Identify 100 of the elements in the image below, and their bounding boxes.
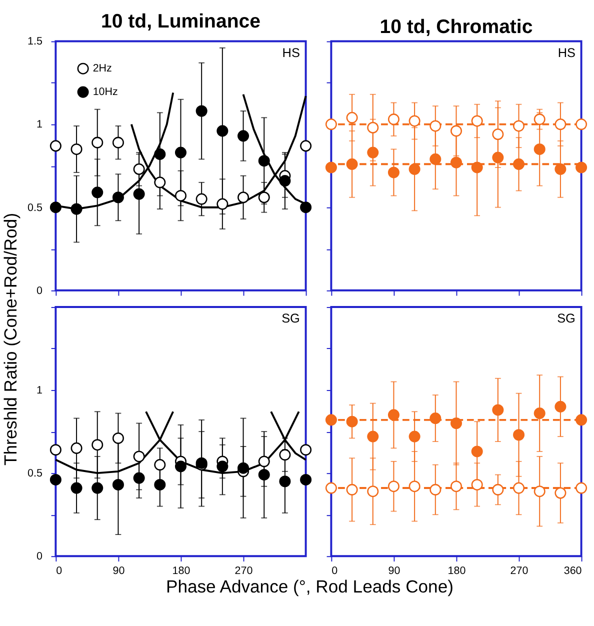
point xyxy=(367,486,379,498)
point xyxy=(576,162,588,174)
point xyxy=(216,460,228,472)
x-axis-title: Phase Advance (°, Rod Leads Cone) xyxy=(166,576,454,596)
point xyxy=(554,400,566,412)
point xyxy=(576,118,588,130)
chart-title: 10 td, Chromatic xyxy=(380,16,533,38)
point xyxy=(196,193,208,205)
point xyxy=(238,462,250,474)
point xyxy=(346,112,358,124)
point xyxy=(300,474,312,486)
point xyxy=(92,439,104,451)
point xyxy=(471,446,483,458)
point xyxy=(450,418,462,429)
point xyxy=(367,430,379,442)
point xyxy=(92,482,104,494)
point xyxy=(513,482,525,494)
point xyxy=(133,163,145,175)
annotation: HS xyxy=(282,46,300,60)
x-tick-label: 180 xyxy=(172,565,190,578)
point xyxy=(216,125,228,137)
x-tick-label: 90 xyxy=(112,565,125,578)
point xyxy=(216,198,228,210)
y-tick-label: 0.5 xyxy=(28,202,43,214)
point xyxy=(492,404,504,416)
point xyxy=(174,460,186,472)
legend-label: 2Hz xyxy=(92,62,112,75)
point xyxy=(471,162,483,174)
x-tick-label: 0 xyxy=(56,565,62,578)
point xyxy=(325,162,337,174)
point xyxy=(196,105,208,117)
point xyxy=(534,408,546,420)
point xyxy=(50,202,62,214)
point xyxy=(238,192,250,204)
point xyxy=(388,480,400,492)
point xyxy=(450,156,462,168)
annotation: SG xyxy=(282,312,300,326)
annotation: SG xyxy=(557,312,576,326)
y-tick-label: 0 xyxy=(36,550,43,563)
chart-title: 10 td, Luminance xyxy=(101,10,261,33)
point xyxy=(450,480,462,492)
x-tick-label: 270 xyxy=(510,565,528,578)
point xyxy=(576,414,588,426)
point xyxy=(112,478,124,490)
point xyxy=(471,115,483,127)
point xyxy=(279,175,291,187)
point xyxy=(408,430,420,442)
point xyxy=(430,120,442,132)
point xyxy=(325,118,337,130)
point xyxy=(258,155,270,167)
point xyxy=(70,143,82,155)
point xyxy=(112,136,124,148)
point xyxy=(258,456,270,468)
point xyxy=(92,186,104,198)
point xyxy=(492,152,504,164)
point xyxy=(154,478,166,490)
point xyxy=(450,125,462,137)
point xyxy=(430,153,442,165)
point xyxy=(513,158,525,170)
y-axis-title: Threshld Ratio (Cone+Rod/Rod) xyxy=(0,212,21,466)
x-tick-label: 180 xyxy=(448,565,466,578)
point xyxy=(576,482,588,494)
point xyxy=(174,146,186,158)
point xyxy=(325,482,337,494)
point xyxy=(279,449,291,461)
point xyxy=(388,114,400,126)
point xyxy=(367,146,379,158)
annotation: HS xyxy=(558,46,576,60)
point xyxy=(154,148,166,160)
point xyxy=(70,482,82,494)
point xyxy=(534,143,546,155)
point xyxy=(133,472,145,484)
point xyxy=(367,122,379,134)
point xyxy=(346,158,358,170)
point xyxy=(346,416,358,428)
point xyxy=(430,484,442,496)
point xyxy=(279,476,291,488)
point xyxy=(388,166,400,178)
point xyxy=(430,412,442,424)
point xyxy=(50,474,62,486)
point xyxy=(408,115,420,127)
point xyxy=(174,190,186,202)
point xyxy=(133,188,145,200)
y-tick-label: 1.5 xyxy=(28,36,43,48)
x-tick-label: 0 xyxy=(332,565,338,578)
point xyxy=(513,120,525,132)
y-tick-label: 1 xyxy=(36,384,43,396)
point xyxy=(325,414,337,426)
point xyxy=(238,130,250,142)
legend-label: 10Hz xyxy=(92,86,118,98)
x-tick-label: 270 xyxy=(234,565,253,578)
point xyxy=(258,192,270,204)
point xyxy=(554,118,566,130)
y-tick-label: 0 xyxy=(36,284,43,297)
y-tick-label: 0.5 xyxy=(28,467,43,480)
point xyxy=(300,444,312,456)
point xyxy=(92,136,104,148)
point xyxy=(534,114,546,126)
point xyxy=(50,444,62,456)
point xyxy=(492,128,504,140)
